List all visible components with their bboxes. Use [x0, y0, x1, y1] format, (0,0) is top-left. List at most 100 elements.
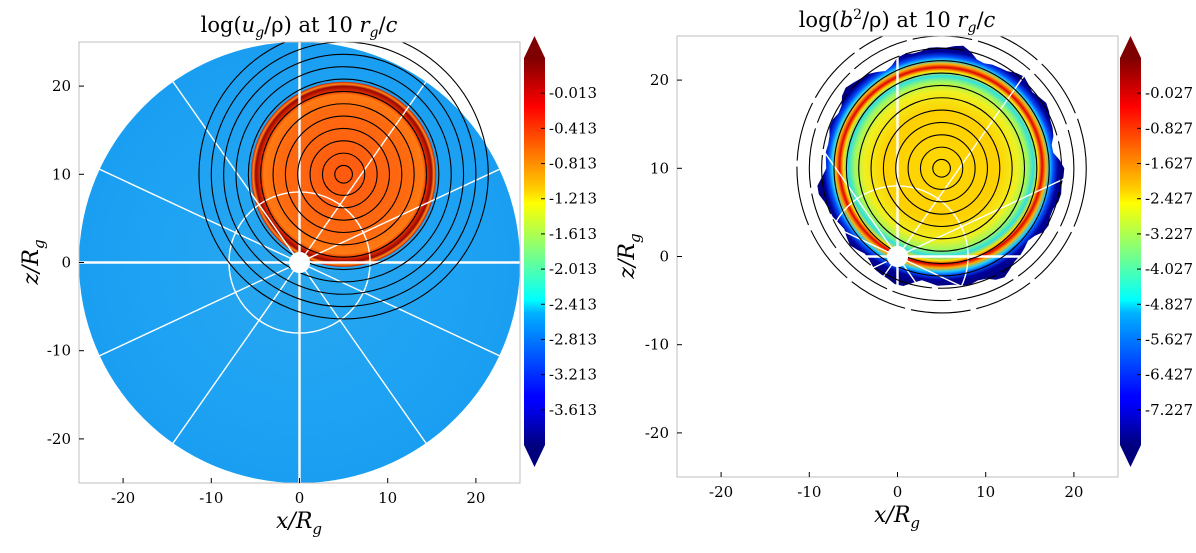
colorbar-tick-label: -0.413 [549, 119, 597, 137]
colorbar-max-arrow [1120, 36, 1141, 58]
colorbar-tick-label: -0.027 [1145, 84, 1193, 102]
spoke-line [896, 256, 1050, 474]
spoke-line [79, 158, 300, 264]
x-tick-label: 20 [1064, 483, 1083, 501]
x-tick-label: 0 [295, 489, 305, 507]
field-contour [882, 109, 1001, 228]
spoke-line [147, 45, 301, 263]
colorbar-tick-label: -1.627 [1145, 155, 1193, 173]
field-contour [210, 42, 477, 308]
spoke-line [298, 262, 452, 480]
colorbar-tick-label: -0.827 [1145, 119, 1193, 137]
field-contour [272, 103, 415, 246]
field-contour [223, 53, 465, 295]
y-tick-label: -10 [47, 342, 71, 360]
x-tick-label: -10 [199, 489, 223, 507]
x-tick-label: -10 [797, 483, 821, 501]
panel1-colorbar: -0.013 -0.413 -0.813 -1.213 -1.613 -2.013 -2.4… [524, 36, 597, 467]
field-contour [932, 158, 951, 178]
colorbar-min-arrow [524, 445, 545, 467]
colorbar-tick-label: -2.413 [549, 295, 597, 313]
colorbar-tick-label: -0.813 [549, 155, 597, 173]
y-tick-label: -20 [47, 430, 71, 448]
colorbar-tick-label: -2.013 [549, 260, 597, 278]
colorbar-tick-label: -3.227 [1145, 225, 1193, 243]
black-hole-marker [288, 251, 311, 274]
field-contour [284, 115, 403, 234]
y-tick-label: 0 [659, 248, 669, 266]
field-contour [260, 90, 428, 258]
spoke-line [299, 261, 520, 367]
field-contour [309, 140, 378, 209]
colorbar-tick-label: -4.827 [1145, 295, 1193, 313]
panel2-magnetized-blob [817, 45, 1065, 286]
field-contour [907, 134, 976, 203]
field-contour [334, 164, 353, 184]
y-tick-label: -20 [645, 424, 669, 442]
colorbar-tick-label: -7.227 [1145, 401, 1193, 419]
field-contour [821, 47, 1063, 289]
y-tick-label: 10 [52, 165, 71, 183]
spoke-line [745, 39, 899, 257]
x-tick-label: 0 [893, 483, 903, 501]
colorbar-tick-label: -1.613 [549, 225, 597, 243]
colorbar-tick-label: -2.813 [549, 330, 597, 348]
colorbar-tick-label: -3.613 [549, 401, 597, 419]
field-contour [858, 84, 1026, 252]
colorbar-tick-label: -0.013 [549, 84, 597, 102]
colorbar-gradient [1120, 58, 1141, 445]
panel1-ticks: -20 -10 0 10 20 -20 -10 0 10 20 [47, 77, 486, 507]
colorbar-tick-label: -1.213 [549, 190, 597, 208]
panel1-xlabel: x/Rg [276, 509, 322, 538]
field-contour [321, 152, 366, 197]
spoke-line [745, 256, 899, 474]
panel2-plot-area [677, 36, 1118, 477]
field-contour [235, 66, 452, 283]
field-contour [808, 36, 1075, 302]
x-tick-label: 10 [378, 489, 397, 507]
colorbar-max-arrow [524, 36, 545, 58]
spoke-line [677, 152, 898, 258]
panel2-xlabel: x/Rg [874, 503, 920, 532]
panel2-title: log(b2/ρ) at 10 rg/c [799, 7, 996, 36]
field-contour [796, 36, 1087, 314]
y-tick-label: 20 [650, 71, 669, 89]
field-contour [247, 78, 440, 271]
colorbar-min-arrow [1120, 445, 1141, 467]
colorbar-tick-label: -5.627 [1145, 330, 1193, 348]
x-tick-label: 20 [466, 489, 485, 507]
field-contour [895, 121, 989, 215]
colorbar-tick-label: -3.213 [549, 366, 597, 384]
x-tick-label: -20 [111, 489, 135, 507]
field-contour [870, 97, 1013, 240]
panel2-ticks: -20 -10 0 10 20 -20 -10 0 10 20 [645, 71, 1084, 501]
field-contour [297, 127, 391, 221]
x-tick-label: 10 [976, 483, 995, 501]
spoke-line [298, 45, 452, 263]
x-tick-label: -20 [709, 483, 733, 501]
panel1-ylabel: z/Rg [19, 239, 48, 285]
colorbar-gradient [524, 58, 545, 445]
field-contour [198, 42, 489, 320]
spoke-line [897, 255, 1118, 361]
spoke-line [677, 255, 898, 361]
field-contour [845, 72, 1038, 265]
field-contour [919, 146, 964, 191]
panel1-plot-area [79, 42, 520, 483]
panel-magnetization: log(b2/ρ) at 10 rg/c -20 -10 0 10 20 -20 -10 0 1… [615, 7, 1193, 532]
panel2-ylabel: z/Rg [615, 233, 644, 279]
colorbar-tick-label: -2.427 [1145, 190, 1193, 208]
colorbar-tick-label: -6.427 [1145, 366, 1193, 384]
panel1-title: log(ug/ρ) at 10 rg/c [201, 13, 398, 41]
panel1-hot-blob [250, 81, 437, 267]
colorbar-tick-label: -4.027 [1145, 260, 1193, 278]
spoke-line [147, 262, 301, 480]
panel-internal-energy: log(ug/ρ) at 10 rg/c -20 -10 0 10 20 -20 -10 0 1… [19, 13, 597, 538]
y-tick-label: 10 [650, 159, 669, 177]
y-tick-label: 0 [61, 254, 71, 272]
spoke-line [79, 261, 300, 367]
field-contour [833, 60, 1050, 277]
black-hole-marker [886, 245, 909, 268]
panel2-colorbar: -0.027 -0.827 -1.627 -2.427 -3.227 -4.027 -4.8… [1120, 36, 1193, 467]
